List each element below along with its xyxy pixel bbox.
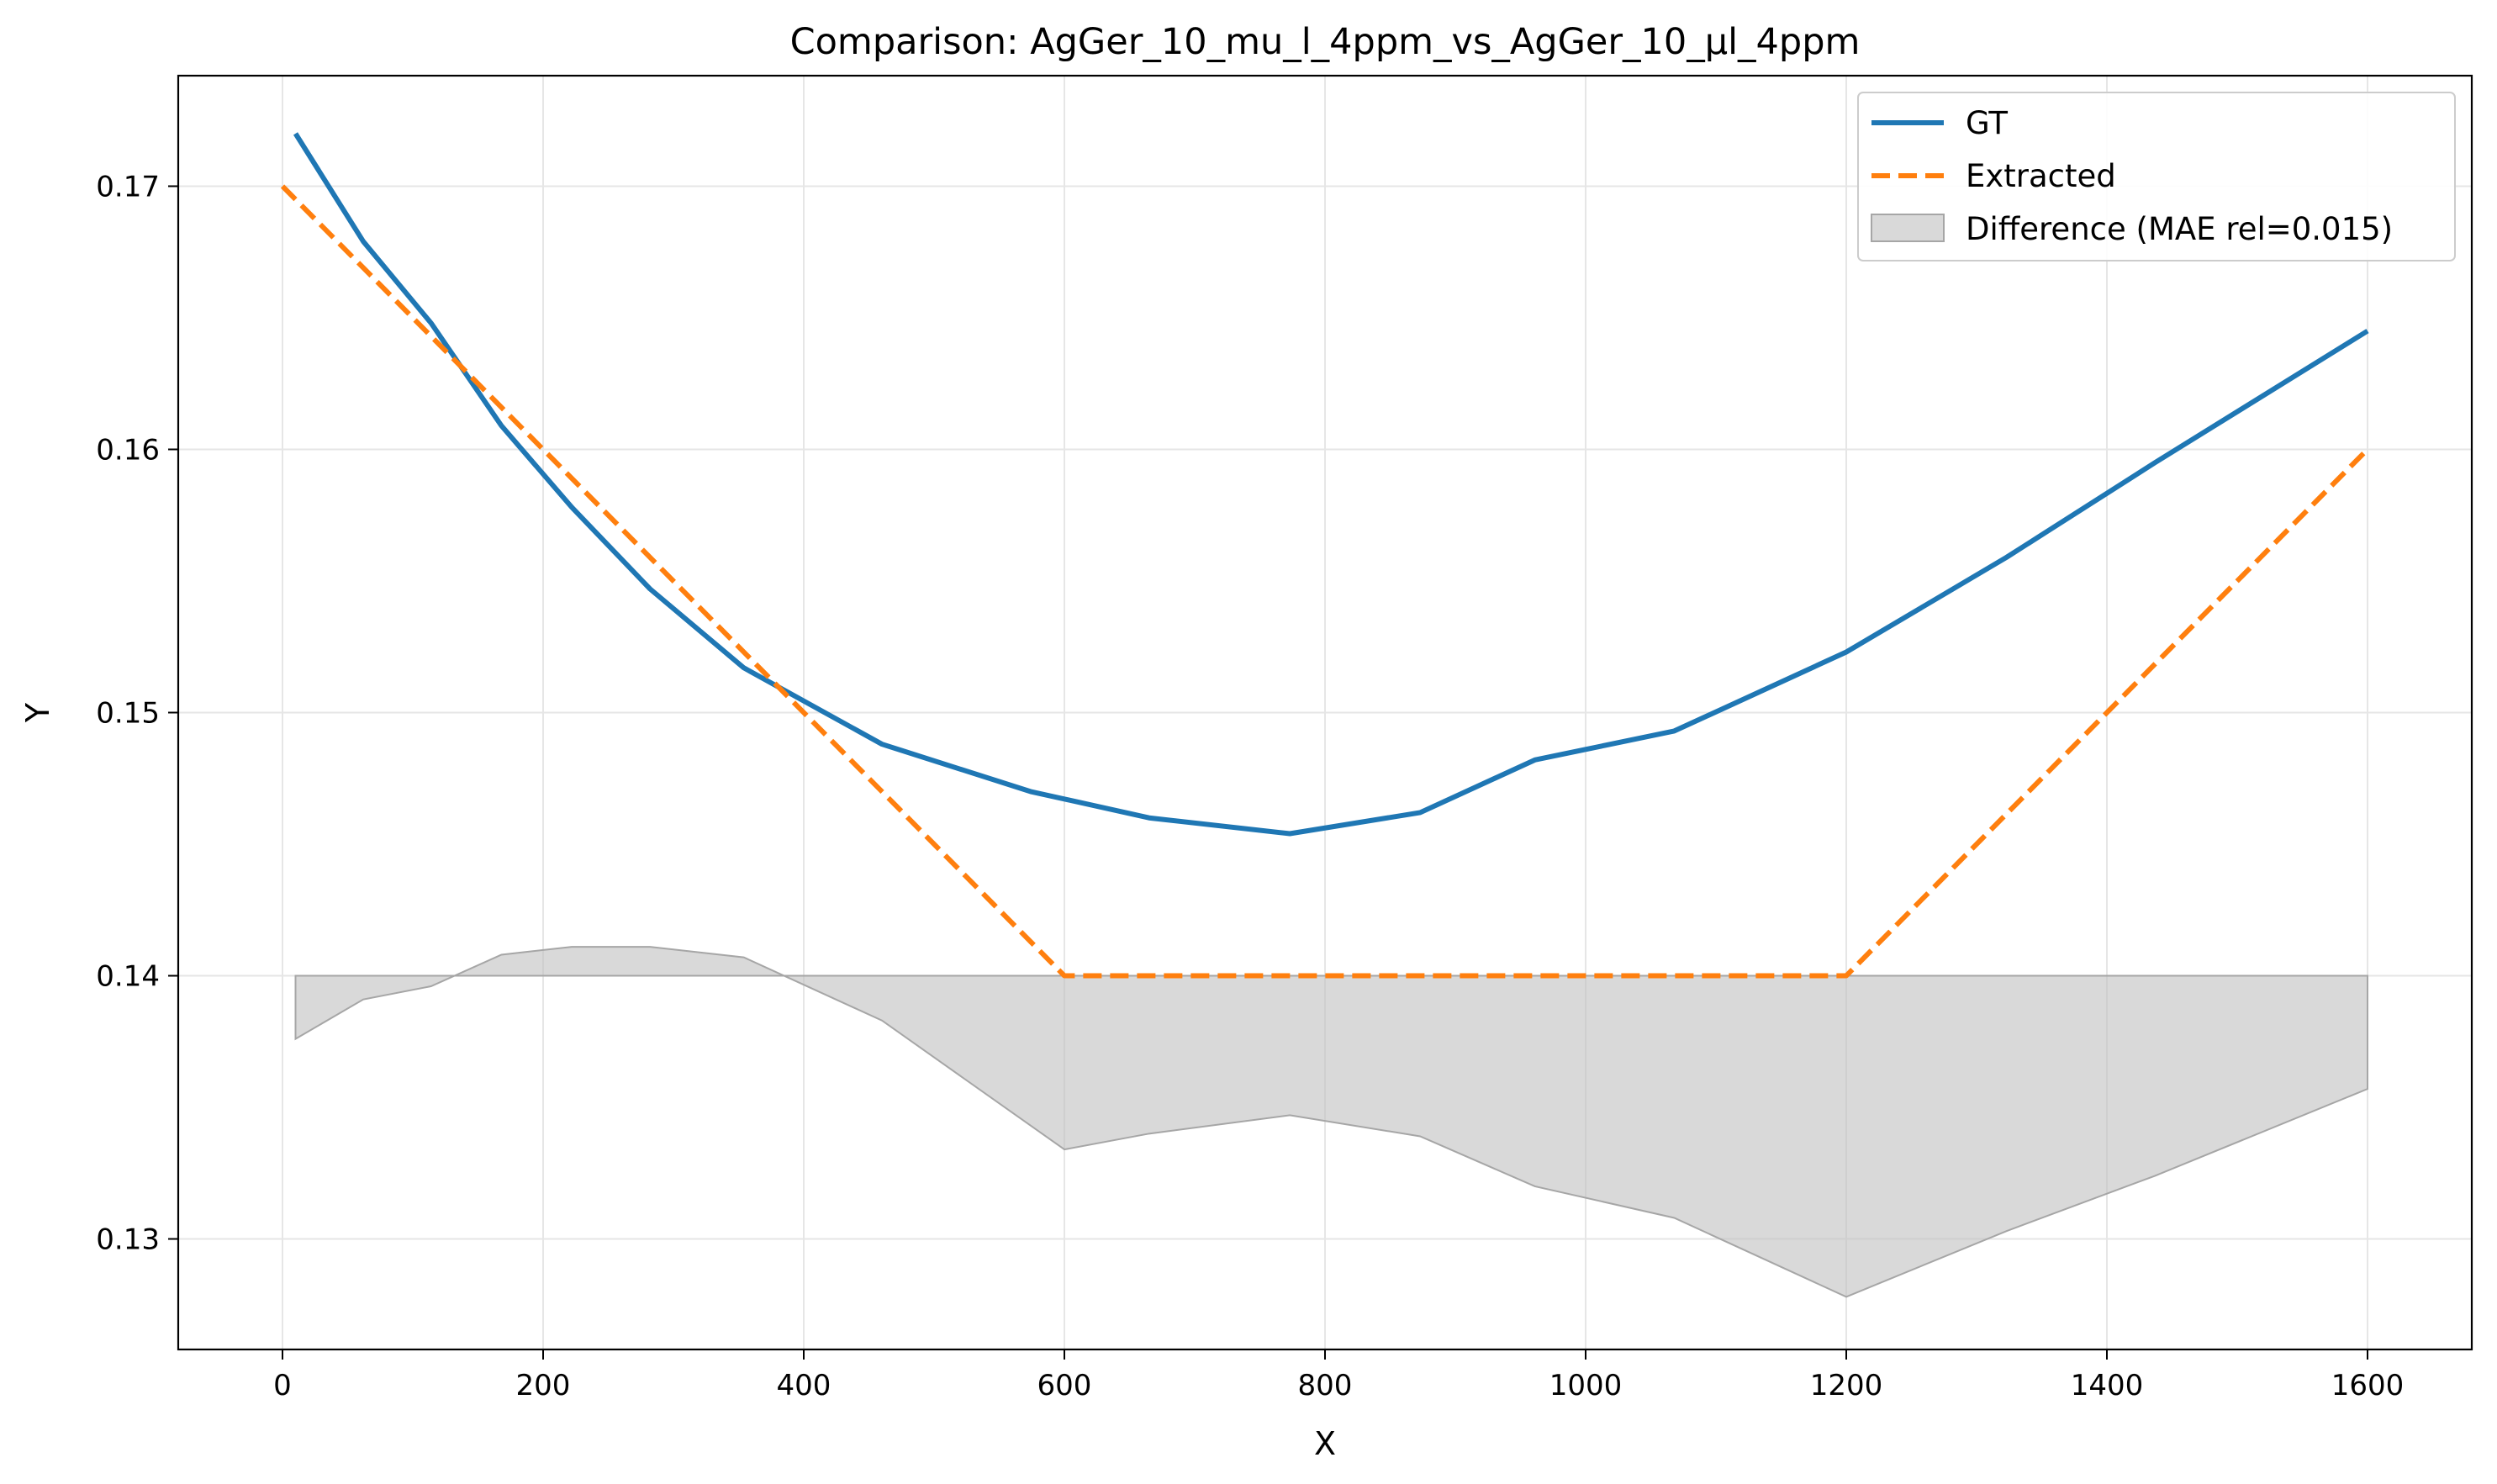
extracted-line xyxy=(280,184,2370,979)
chart-title: Comparison: AgGer_10_mu_l_4ppm_vs_AgGer_… xyxy=(790,21,1861,63)
y-axis-ticks: 0.13 0.14 0.15 0.16 0.17 xyxy=(96,170,178,1257)
gt-line xyxy=(293,132,2369,837)
x-tick-label: 800 xyxy=(1298,1369,1353,1402)
x-tick-label: 1400 xyxy=(2071,1369,2144,1402)
y-axis-label: Y xyxy=(19,702,56,723)
y-tick-label: 0.15 xyxy=(96,697,160,731)
y-tick-label: 0.17 xyxy=(96,170,160,203)
x-axis-label: X xyxy=(1314,1425,1336,1462)
x-tick-label: 400 xyxy=(777,1369,831,1402)
x-tick-label: 600 xyxy=(1037,1369,1092,1402)
legend-box xyxy=(1857,92,2456,261)
x-tick-label: 200 xyxy=(516,1369,571,1402)
y-tick-label: 0.16 xyxy=(96,433,160,467)
difference-area-layer xyxy=(294,946,2368,1298)
x-axis-ticks: 0 200 400 600 800 1000 1200 1400 1600 xyxy=(273,1349,2404,1402)
legend-swatch-difference xyxy=(1871,214,1945,242)
legend-label: Extracted xyxy=(1966,158,2116,194)
x-tick-label: 1200 xyxy=(1810,1369,1883,1402)
x-tick-label: 1000 xyxy=(1549,1369,1623,1402)
x-tick-label: 0 xyxy=(273,1369,292,1402)
legend-label: Difference (MAE rel=0.015) xyxy=(1966,211,2393,247)
legend: GT Extracted Difference (MAE rel=0.015) xyxy=(1857,92,2456,261)
difference-area xyxy=(294,946,2368,1298)
x-tick-label: 1600 xyxy=(2331,1369,2405,1402)
series-lines-layer xyxy=(280,132,2370,979)
legend-label: GT xyxy=(1966,105,2008,141)
y-tick-label: 0.14 xyxy=(96,960,160,994)
y-tick-label: 0.13 xyxy=(96,1223,160,1257)
